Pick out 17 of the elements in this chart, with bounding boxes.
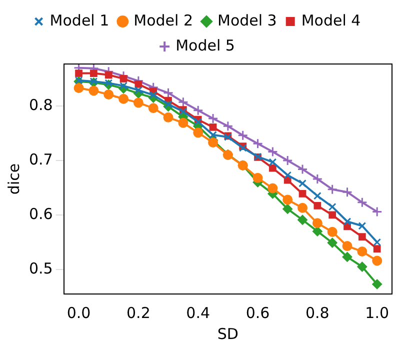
legend-label: Model 5 [176, 36, 235, 54]
x-tick-label: 0.0 [66, 304, 91, 322]
x-tick-label: 1.0 [365, 304, 390, 322]
legend-label: Model 1 [50, 11, 110, 30]
legend-label: Model 2 [134, 11, 194, 30]
x-tick-label: 0.8 [305, 304, 330, 322]
y-tick-label: 0.5 [28, 259, 53, 278]
legend-label: Model 4 [301, 11, 361, 30]
y-tick-label: 0.8 [28, 96, 53, 114]
x-tick-label: 0.2 [126, 304, 150, 322]
x-tick-label: 0.6 [246, 304, 270, 322]
x-tick-label: 0.4 [186, 304, 210, 322]
y-tick-label: 0.7 [28, 150, 53, 168]
x-axis-title: SD [217, 324, 238, 343]
y-tick-label: 0.6 [28, 204, 53, 223]
y-axis-title: dice [4, 163, 23, 195]
legend-label: Model 3 [218, 11, 277, 30]
